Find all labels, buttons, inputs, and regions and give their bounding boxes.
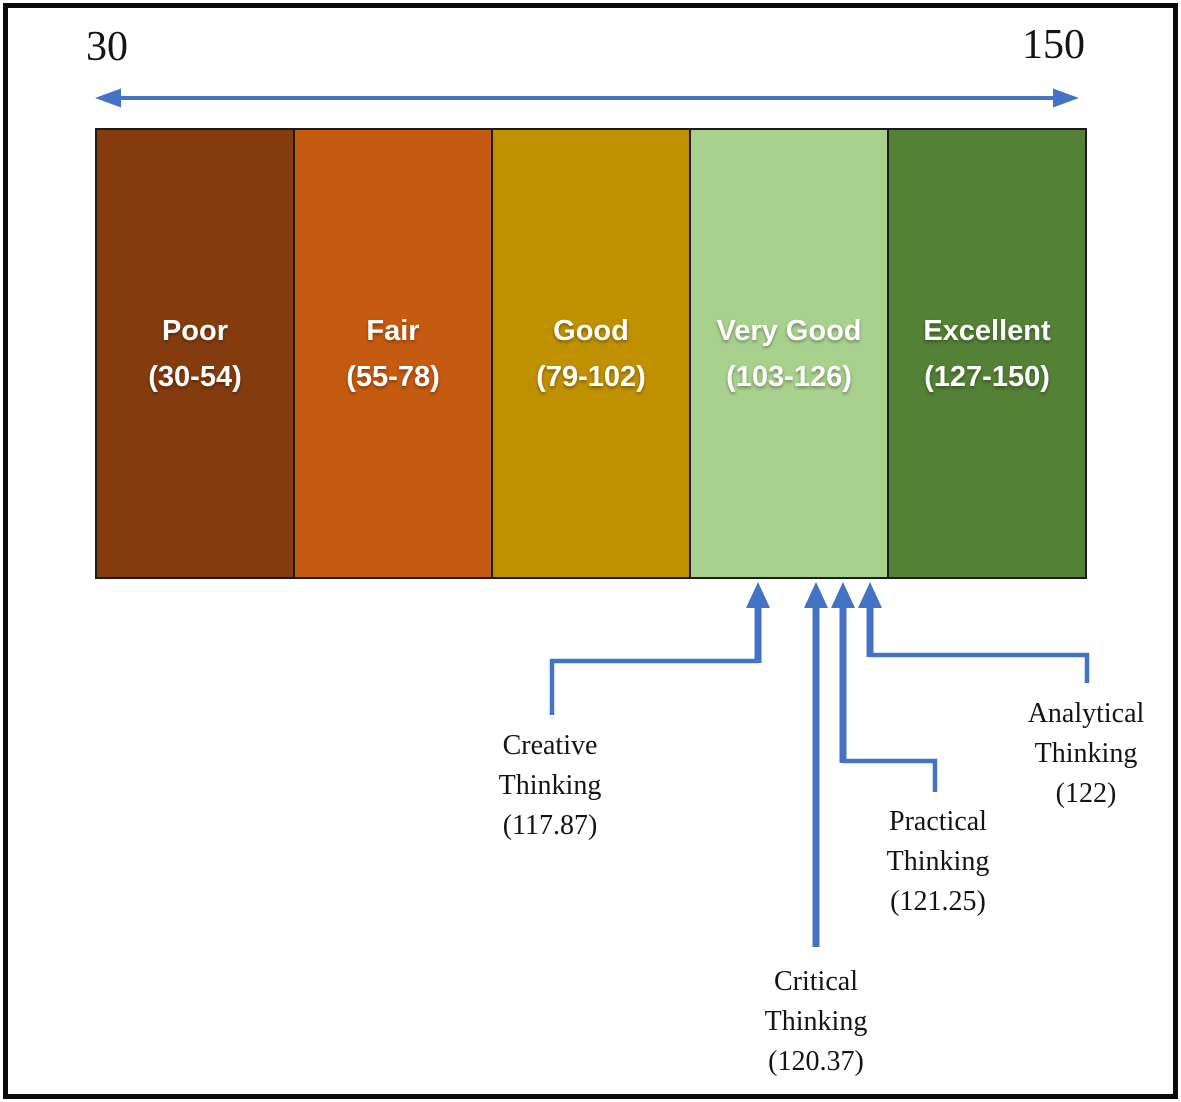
band-very-good-range: (103-126) [726,360,852,393]
band-very-good: Very Good (103-126) [691,130,889,577]
critical-thinking-label: Critical Thinking (120.37) [764,966,868,1077]
band-excellent: Excellent (127-150) [889,130,1085,577]
band-fair-name: Fair [366,314,420,347]
scale-min-label: 30 [86,24,128,70]
critical-thinking-arrow-icon [804,582,828,947]
practical-thinking-label: Practical Thinking (121.25) [886,806,990,917]
band-good-range: (79-102) [536,360,646,393]
band-very-good-name: Very Good [716,314,862,347]
creative-thinking-arrow-icon [549,582,770,715]
band-poor-name: Poor [161,314,229,347]
band-poor: Poor (30-54) [97,130,295,577]
band-excellent-name: Excellent [923,314,1051,347]
band-fair: Fair (55-78) [295,130,493,577]
creative-thinking-label: Creative Thinking (117.87) [498,730,602,841]
band-good: Good (79-102) [493,130,691,577]
analytical-thinking-arrow-icon [858,582,1090,683]
band-poor-range: (30-54) [148,360,242,393]
band-good-name: Good [553,314,629,347]
band-fair-range: (55-78) [346,360,440,393]
analytical-thinking-label: Analytical Thinking (122) [1027,698,1145,809]
band-excellent-range: (127-150) [924,360,1050,393]
scale-range-double-arrow-icon [95,88,1079,108]
practical-thinking-arrow-icon [831,582,938,792]
score-bands-row: Poor (30-54) Fair (55-78) Good (79-102) … [95,128,1087,579]
scale-max-label: 150 [1022,22,1085,68]
